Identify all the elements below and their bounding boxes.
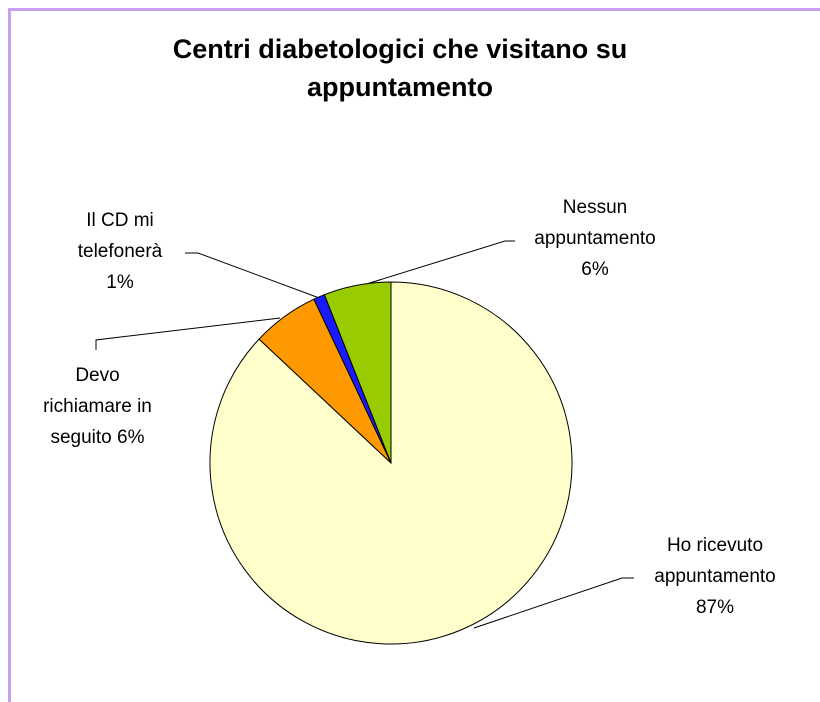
category-label: Il CD mi telefonerà xyxy=(77,210,163,262)
category-label: Devo richiamare in seguito xyxy=(43,365,152,448)
category-label: Nessun appuntamento xyxy=(534,197,656,249)
slice-label: Devo richiamare in seguito 6% xyxy=(30,360,165,453)
pie-slice xyxy=(323,281,392,464)
leader-line xyxy=(185,252,323,300)
leader-line xyxy=(473,577,634,629)
slice-label: Nessun appuntamento 6% xyxy=(520,192,670,285)
leader-line xyxy=(95,317,281,350)
slice-label: Ho ricevuto appuntamento 87% xyxy=(640,530,790,623)
frame xyxy=(8,8,820,702)
value-label: 1% xyxy=(106,272,134,293)
value-label: 6% xyxy=(581,259,609,280)
leader-lines xyxy=(95,240,634,629)
chart-title: Centri diabetologici che visitano su app… xyxy=(172,34,628,102)
leader-line xyxy=(359,240,515,287)
category-label: Ho ricevuto appuntamento xyxy=(654,535,776,587)
value-label: 6% xyxy=(117,427,145,448)
slice-label: Il CD mi telefonerà 1% xyxy=(70,205,170,298)
value-label: 87% xyxy=(695,597,735,618)
